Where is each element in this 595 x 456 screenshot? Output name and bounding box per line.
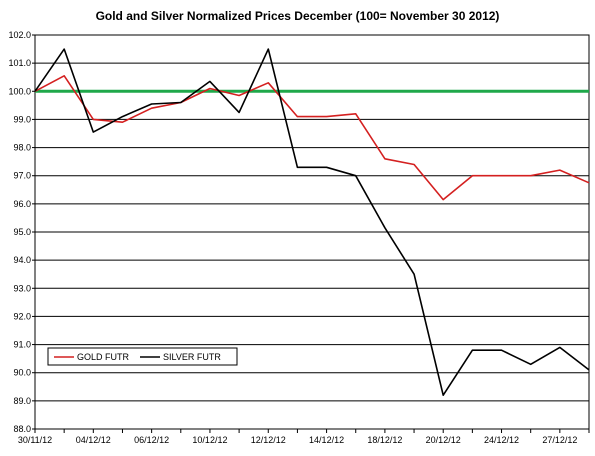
x-tick-label: 20/12/12 xyxy=(426,435,461,445)
y-tick-label: 102.0 xyxy=(8,30,31,40)
x-tick-label: 12/12/12 xyxy=(251,435,286,445)
legend: GOLD FUTR SILVER FUTR xyxy=(47,347,238,366)
gold-series-line xyxy=(34,75,590,201)
chart-title: Gold and Silver Normalized Prices Decemb… xyxy=(95,9,500,23)
y-tick-label: 96.0 xyxy=(13,199,31,209)
y-tick-label: 100.0 xyxy=(8,86,31,96)
x-tick-label: 27/12/12 xyxy=(542,435,577,445)
legend-label-gold: GOLD FUTR xyxy=(77,352,130,362)
y-tick-label: 91.0 xyxy=(13,340,31,350)
axes xyxy=(32,34,590,433)
y-tick-label: 95.0 xyxy=(13,227,31,237)
y-tick-label: 89.0 xyxy=(13,396,31,406)
y-tick-label: 90.0 xyxy=(13,368,31,378)
x-tick-labels: 30/11/12 04/12/12 06/12/12 10/12/12 12/12/12… xyxy=(18,435,578,445)
y-tick-label: 97.0 xyxy=(13,171,31,181)
legend-label-silver: SILVER FUTR xyxy=(163,352,221,362)
y-tick-label: 92.0 xyxy=(13,311,31,321)
y-tick-label: 88.0 xyxy=(13,424,31,434)
x-tick-label: 14/12/12 xyxy=(309,435,344,445)
silver-series-line xyxy=(34,48,590,397)
x-tick-label: 24/12/12 xyxy=(484,435,519,445)
y-tick-label: 101.0 xyxy=(8,58,31,68)
x-tick-label: 04/12/12 xyxy=(76,435,111,445)
y-tick-label: 99.0 xyxy=(13,114,31,124)
x-tick-label: 06/12/12 xyxy=(134,435,169,445)
y-tick-label: 98.0 xyxy=(13,143,31,153)
series-lines xyxy=(34,48,590,397)
y-tick-labels: 88.0 89.0 90.0 91.0 92.0 93.0 94.0 95.0 96.0 97.0… xyxy=(8,30,31,434)
x-tick-label: 10/12/12 xyxy=(192,435,227,445)
y-tick-label: 93.0 xyxy=(13,283,31,293)
plot-frame xyxy=(34,34,590,430)
x-tick-label: 30/11/12 xyxy=(18,435,52,445)
x-tick-label: 18/12/12 xyxy=(367,435,402,445)
y-tick-label: 94.0 xyxy=(13,255,31,265)
